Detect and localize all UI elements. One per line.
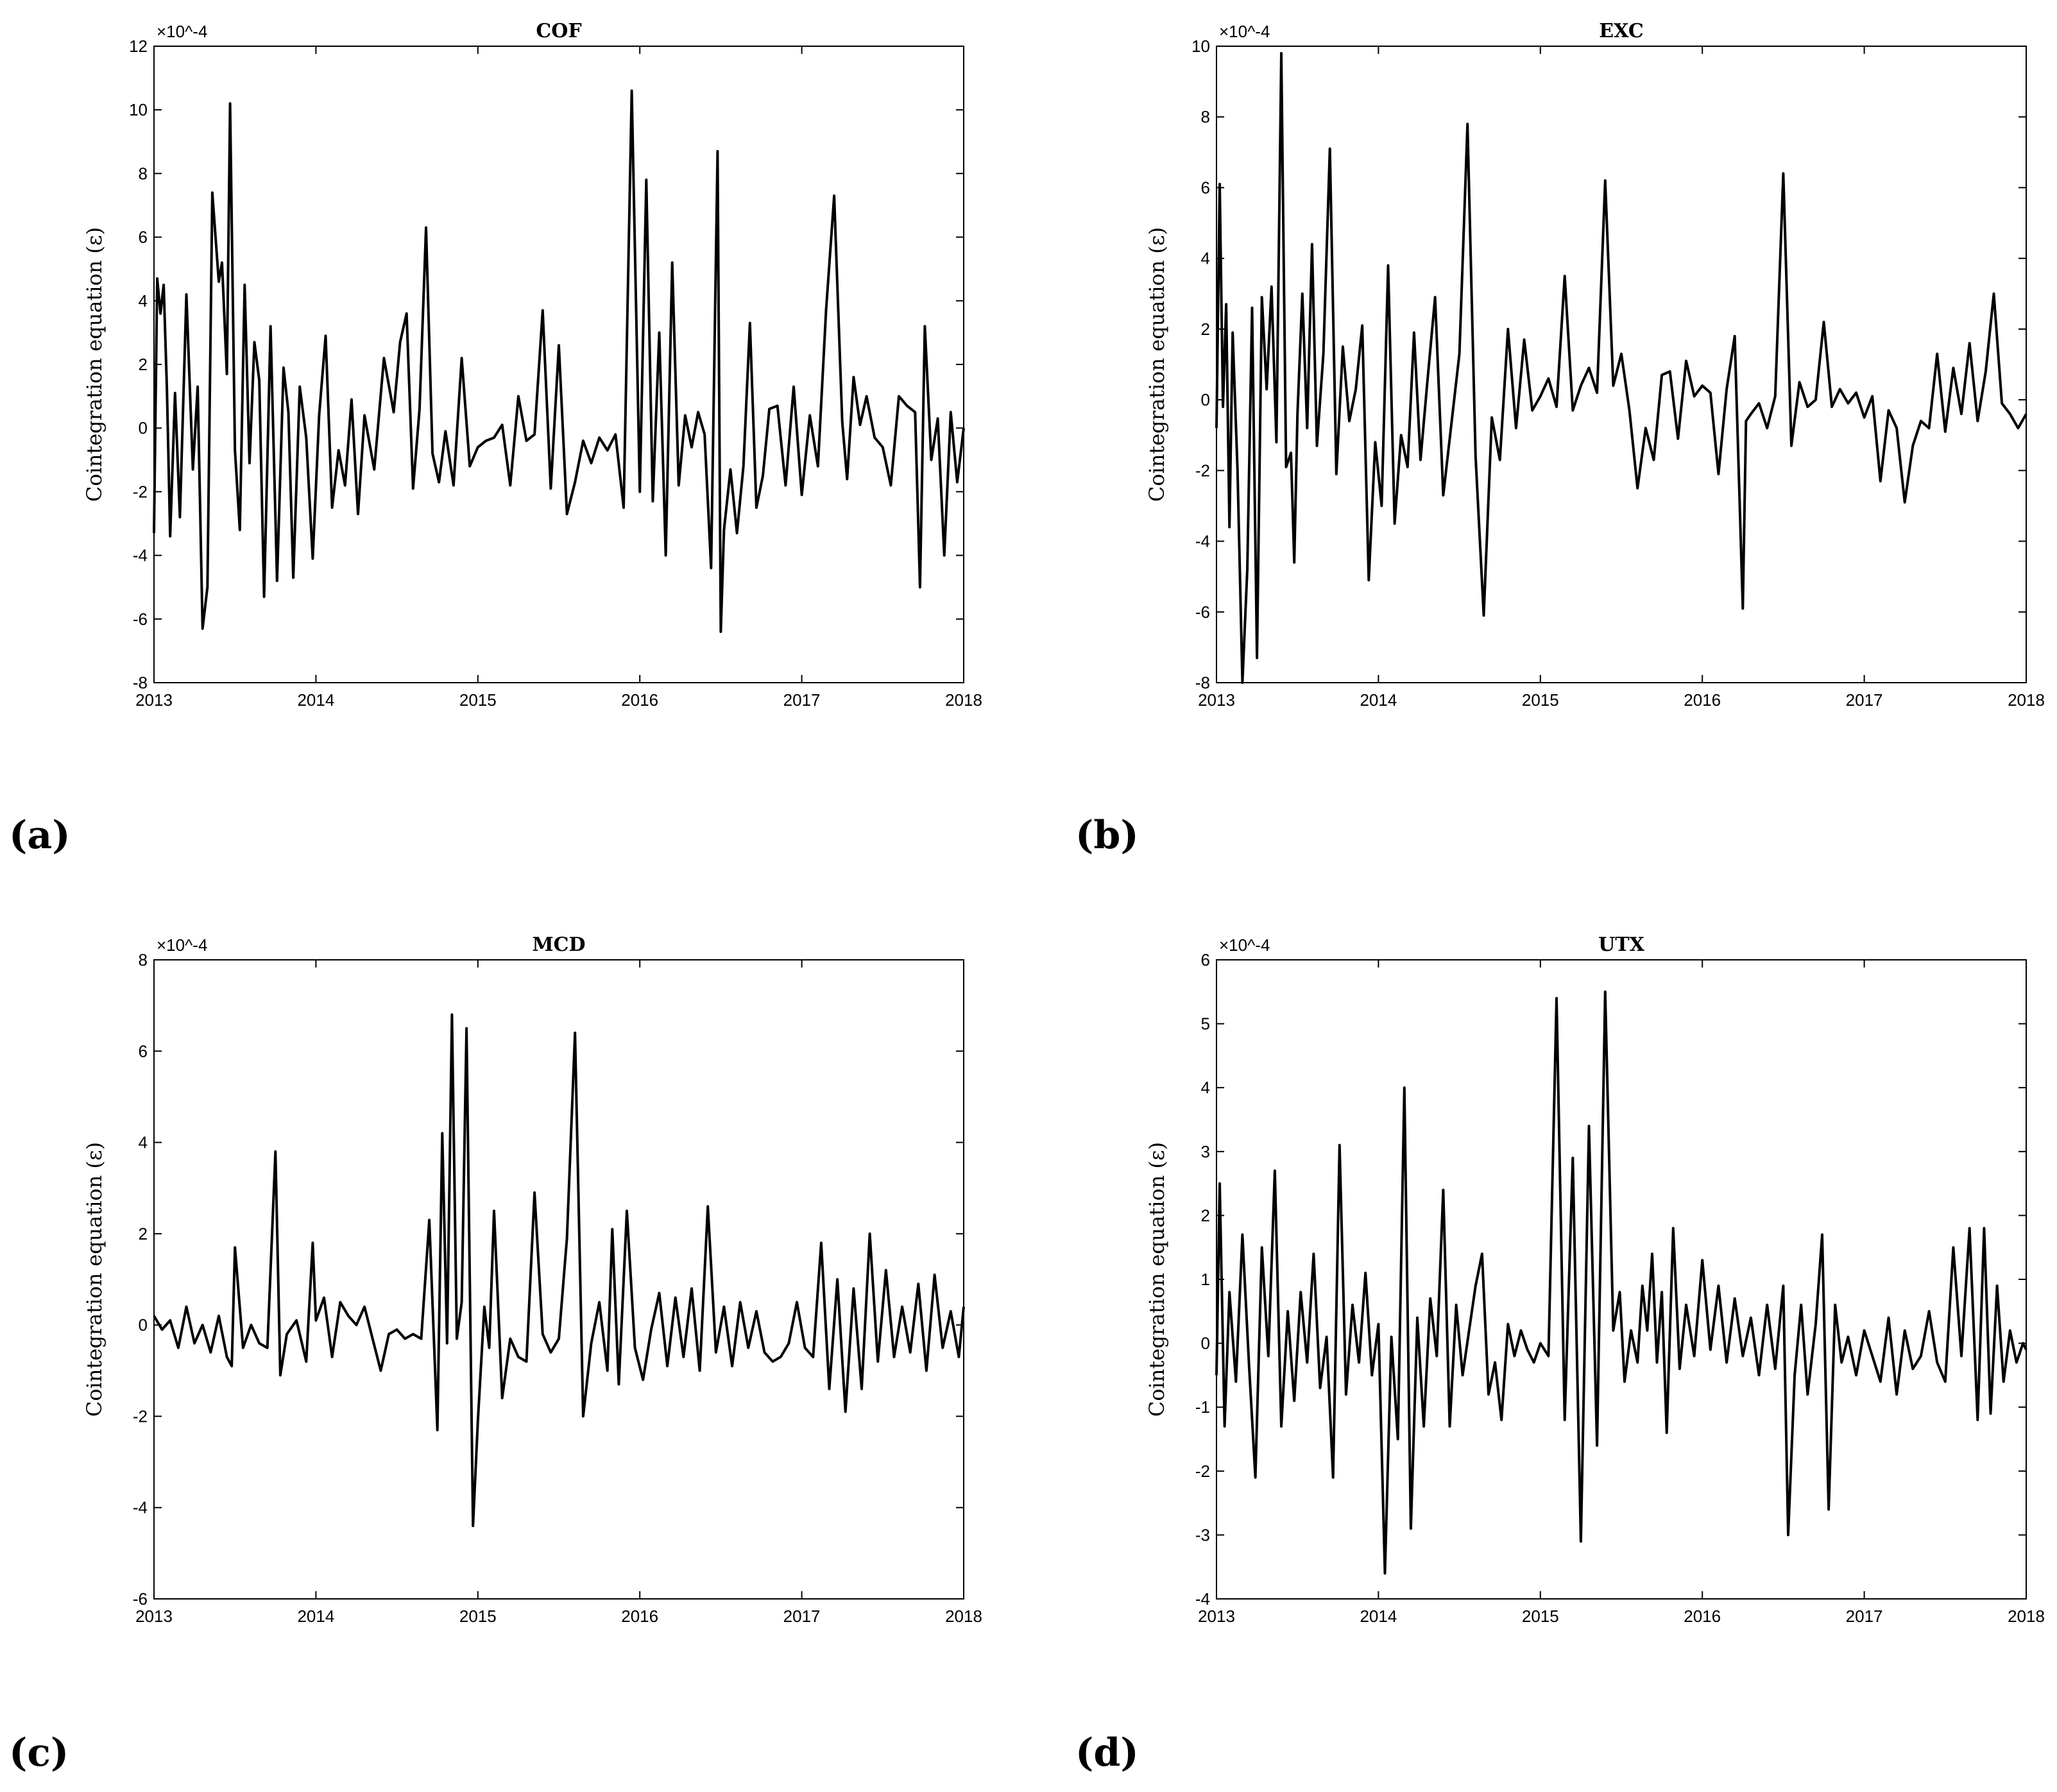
x-tick-label: 2018 <box>2008 690 2045 710</box>
y-axis-label: Cointegration equation (ε) <box>82 227 107 502</box>
panel-b: EXC ×10^-4 -8 -6 -4 -2 0 2 4 6 8 10 2013 2014 2015 2016… <box>1075 20 2045 858</box>
x-tick-label: 2013 <box>1198 690 1235 710</box>
y-tick-label: 0 <box>139 418 148 438</box>
x-tick-label: 2016 <box>621 1607 658 1626</box>
panel-label: (a) <box>9 813 71 858</box>
chart-title: MCD <box>532 934 585 956</box>
x-tick-label: 2018 <box>945 1607 982 1626</box>
y-tick-label: -2 <box>1195 461 1210 480</box>
x-tick-label: 2015 <box>1522 1607 1559 1626</box>
y-tick-label: 10 <box>129 100 148 119</box>
x-tick-label: 2013 <box>135 1607 173 1626</box>
y-tick-label: 4 <box>139 1133 148 1152</box>
x-tick-label: 2017 <box>1846 690 1883 710</box>
y-axis-label: Cointegration equation (ε) <box>82 1142 107 1417</box>
y-tick-label: -3 <box>1195 1525 1210 1544</box>
y-multiplier: ×10^-4 <box>157 935 207 955</box>
y-tick-label: 2 <box>139 355 148 374</box>
x-tick-label: 2015 <box>1522 690 1559 710</box>
y-tick-label: 6 <box>139 228 148 247</box>
y-tick-label: -1 <box>1195 1397 1210 1417</box>
series-line <box>153 1013 965 1528</box>
y-tick-label: 6 <box>139 1041 148 1061</box>
x-tick-label: 2017 <box>783 690 821 710</box>
panel-label: (c) <box>9 1730 69 1775</box>
y-tick-label: 0 <box>1201 1334 1210 1353</box>
x-tick-label: 2016 <box>1684 1607 1721 1626</box>
plot-frame <box>1216 46 2027 683</box>
y-tick-label: -4 <box>133 546 148 565</box>
panel-c: MCD ×10^-4 -6 -4 -2 0 2 4 6 8 2013 2014 2015 2016 2017… <box>9 934 982 1775</box>
y-tick-label: 4 <box>139 291 148 311</box>
y-multiplier: ×10^-4 <box>157 22 207 41</box>
x-tick-label: 2013 <box>1198 1607 1235 1626</box>
y-tick-label: 2 <box>139 1224 148 1243</box>
y-tick-label: 8 <box>139 164 148 183</box>
x-tick-label: 2014 <box>1360 690 1397 710</box>
x-tick-label: 2015 <box>459 1607 497 1626</box>
y-multiplier: ×10^-4 <box>1219 22 1270 41</box>
x-tick-label: 2015 <box>459 690 497 710</box>
x-tick-label: 2018 <box>2008 1607 2045 1626</box>
y-axis-label: Cointegration equation (ε) <box>1145 227 1169 502</box>
chart-title: COF <box>536 20 581 42</box>
panel-d: UTX ×10^-4 -4 -3 -2 -1 0 1 2 3 4 5 6 2013 2014 2015 2016… <box>1075 934 2045 1775</box>
series-line <box>153 89 965 633</box>
chart-title: EXC <box>1599 20 1644 42</box>
y-tick-label: -6 <box>1195 602 1210 622</box>
y-tick-label: 8 <box>139 950 148 969</box>
y-tick-label: -8 <box>133 673 148 692</box>
y-tick-label: -4 <box>133 1498 148 1517</box>
y-tick-label: -2 <box>133 482 148 501</box>
y-tick-label: -2 <box>133 1406 148 1426</box>
y-tick-label: 8 <box>1201 107 1210 126</box>
x-tick-label: 2016 <box>621 690 658 710</box>
x-tick-label: 2014 <box>1360 1607 1397 1626</box>
y-tick-label: -4 <box>1195 532 1210 551</box>
series-line <box>1215 52 2027 684</box>
y-multiplier: ×10^-4 <box>1219 935 1270 955</box>
y-tick-label: 2 <box>1201 1206 1210 1225</box>
x-tick-label: 2018 <box>945 690 982 710</box>
chart-title: UTX <box>1598 934 1644 956</box>
plot-frame <box>153 959 964 1600</box>
y-tick-label: -8 <box>1195 673 1210 692</box>
y-tick-label: 0 <box>139 1315 148 1335</box>
panel-a: COF ×10^-4 -8 -6 -4 -2 0 2 4 6 8 10 12 2013 2014 2015 20… <box>9 20 982 858</box>
x-tick-label: 2017 <box>783 1607 821 1626</box>
y-axis-label: Cointegration equation (ε) <box>1145 1142 1169 1417</box>
y-tick-label: 0 <box>1201 390 1210 409</box>
y-tick-label: 1 <box>1201 1270 1210 1289</box>
x-tick-label: 2017 <box>1846 1607 1883 1626</box>
y-tick-label: -6 <box>133 1589 148 1609</box>
y-tick-label: 4 <box>1201 249 1210 268</box>
x-tick-label: 2016 <box>1684 690 1721 710</box>
y-tick-label: -6 <box>133 610 148 629</box>
x-tick-label: 2013 <box>135 690 173 710</box>
x-tick-label: 2014 <box>297 1607 334 1626</box>
y-tick-label: -2 <box>1195 1462 1210 1481</box>
y-tick-label: 6 <box>1201 178 1210 197</box>
y-tick-label: 3 <box>1201 1142 1210 1161</box>
y-tick-label: 12 <box>129 37 148 56</box>
y-tick-label: 5 <box>1201 1014 1210 1034</box>
panel-label: (d) <box>1075 1730 1139 1775</box>
y-tick-label: 4 <box>1201 1078 1210 1097</box>
y-tick-label: 10 <box>1191 37 1210 56</box>
y-tick-label: -4 <box>1195 1589 1210 1609</box>
x-tick-label: 2014 <box>297 690 334 710</box>
y-tick-label: 2 <box>1201 320 1210 339</box>
panel-label: (b) <box>1075 813 1139 858</box>
series-line <box>1215 990 2027 1575</box>
y-tick-label: 6 <box>1201 950 1210 969</box>
